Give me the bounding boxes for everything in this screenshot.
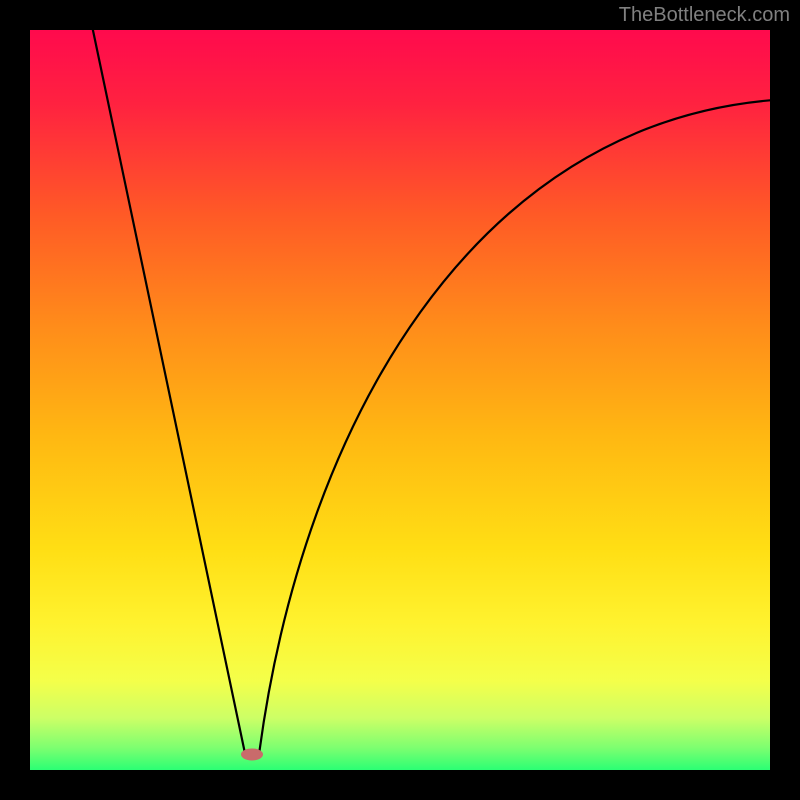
bottleneck-chart: TheBottleneck.com xyxy=(0,0,800,800)
plot-area xyxy=(30,30,770,770)
chart-svg xyxy=(0,0,800,800)
watermark-text: TheBottleneck.com xyxy=(619,4,790,27)
minimum-marker xyxy=(241,748,263,760)
